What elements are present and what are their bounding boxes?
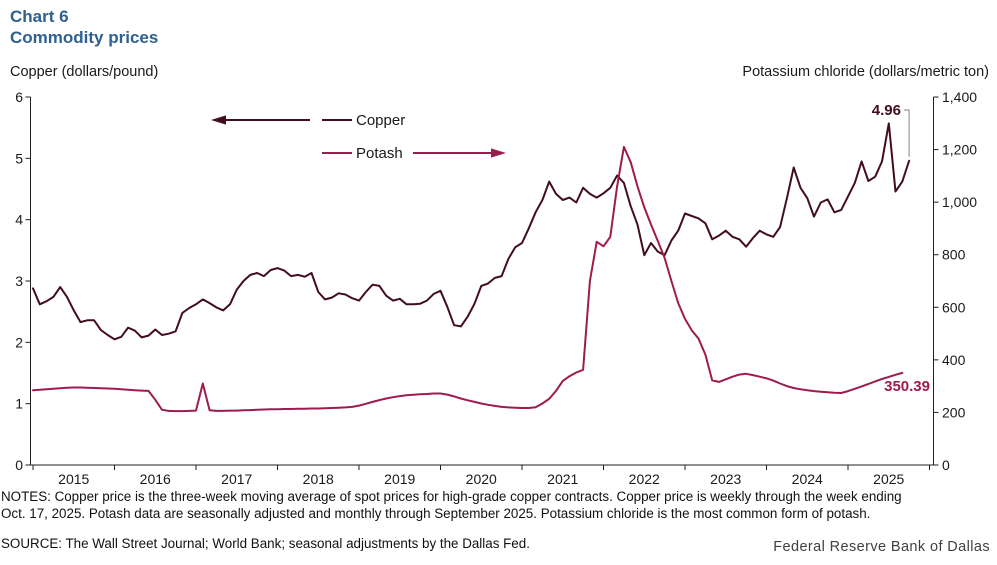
y-left-tick-label: 0 [15,457,23,473]
y-left-tick-label: 2 [15,334,23,350]
copper-last-value-label: 4.96 [872,102,901,119]
x-tick-label: 2016 [140,471,171,487]
legend: Copper Potash [211,112,506,162]
notes-line-2: Oct. 17, 2025. Potash data are seasonall… [1,505,871,521]
y-left-tick-label: 1 [15,396,23,412]
chart-header: Chart 6 Commodity prices [10,6,158,48]
x-tick-label: 2020 [466,471,497,487]
x-tick-label: 2022 [629,471,660,487]
x-tick-label: 2021 [547,471,578,487]
x-tick-label: 2025 [873,471,904,487]
page-title: Commodity prices [10,28,159,47]
right-arrow-icon [491,148,506,158]
y-right-tick-label: 400 [942,352,966,368]
x-tick-label: 2024 [792,471,823,487]
notes-line-1: NOTES: Copper price is the three-week mo… [1,489,902,504]
y-left-tick-label: 4 [15,212,23,228]
y-left-tick-label: 3 [15,273,23,289]
right-axis-title: Potassium chloride (dollars/metric ton) [742,64,989,80]
left-axis-title: Copper (dollars/pound) [10,64,159,80]
chart-number: Chart 6 [10,7,69,26]
x-tick-label: 2023 [710,471,741,487]
copper-annotation-leader-line [904,109,910,157]
series-layer [32,122,911,413]
y-left-tick-label: 6 [15,89,23,105]
x-tick-label: 2017 [221,471,252,487]
left-arrow-icon [211,115,226,125]
y-right-tick-label: 1,000 [942,194,977,210]
potash-line [32,145,904,413]
x-tick-label: 2019 [384,471,415,487]
x-tick-label: 2018 [303,471,334,487]
copper-line [32,122,911,341]
potash-last-value-label: 350.39 [884,378,930,395]
y-right-tick-label: 800 [942,247,966,263]
copper-legend-label: Copper [356,112,405,129]
dallas-fed-wordmark: Federal Reserve Bank of Dallas [773,539,990,555]
chart-source: SOURCE: The Wall Street Journal; World B… [1,536,530,551]
annotations: 4.96 350.39 [872,102,930,395]
y-left-tick-label: 5 [15,150,23,166]
y-right-tick-label: 1,400 [942,89,977,105]
y-right-tick-label: 600 [942,299,966,315]
x-tick-label: 2015 [58,471,89,487]
y-right-tick-label: 1,200 [942,142,977,158]
y-right-tick-label: 200 [942,404,966,420]
chart-notes: NOTES: Copper price is the three-week mo… [1,489,996,522]
potash-legend-label: Potash [356,145,403,162]
y-right-tick-label: 0 [942,457,950,473]
axes-layer: 6 5 4 3 2 1 0 1,400 1,200 1,000 800 600 400 200 0 2015 2… [15,89,977,487]
